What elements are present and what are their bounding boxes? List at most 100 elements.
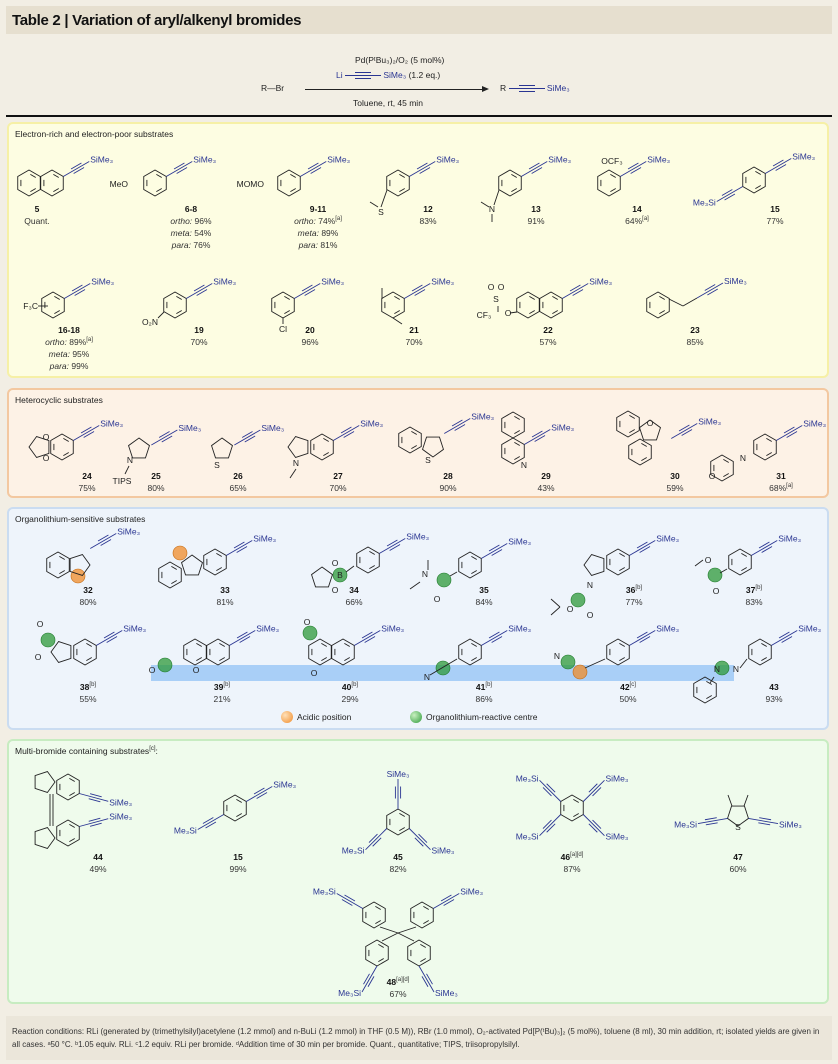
substituent-label: N [489,204,495,214]
double-bond [629,429,635,433]
compound-32: 32 80% [79,584,96,608]
compound-number: 20 [305,325,315,335]
compound-number: 5 [34,204,40,214]
trimethylsilyl-label: SiMe₃ [508,624,531,634]
alkyne-bond [451,419,463,427]
structure-26: SiMe₃ S [211,423,284,470]
alkyne-bond [202,817,214,824]
substituent-label: OCF₃ [601,156,622,166]
five-membered-ring [727,805,749,827]
scheme-product: R SiMe₃ [500,83,570,93]
reactive-centre-marker [570,592,586,608]
reaction-arrow [305,86,489,92]
structure-31: SiMe₃ N O [709,419,826,482]
substituent-label: O [332,585,339,595]
compound-number: 38[b] [79,682,97,692]
compound-41: 41[b] 86% [475,681,492,705]
double-bond [641,457,647,461]
yield: 82% [389,864,407,874]
substituent-label: S [214,460,220,470]
trimethylsilyl-label: SiMe₃ [779,820,802,830]
double-bond [54,310,60,314]
compound-number: 32 [83,585,93,595]
alkyne-bond [481,630,508,646]
alkyne-bond [361,965,378,993]
alkyne-bond [440,894,452,902]
alkyne-bond [528,162,540,170]
trimethylsilyl-label: SiMe₃ [178,423,201,433]
double-bond [323,452,329,456]
trimethylsilyl-label: SiMe₃ [724,276,747,286]
substituent-label: O [713,586,720,596]
bond [709,676,715,684]
alkyne-bond [639,546,651,553]
compound-45: 45 82% [389,851,406,875]
trimethylsilyl-label: Me₃Si [342,846,365,856]
section-title: Electron-rich and electron-poor substrat… [15,129,174,139]
bond [289,468,297,479]
alkyne-bond [592,819,602,829]
double-bond [420,944,426,948]
double-bond [53,174,59,178]
double-bond [59,556,65,560]
bond [509,311,518,314]
structure-33: SiMe₃ [158,534,276,589]
alkyne-bond [186,283,213,299]
compound-9-11: 9-11 ortho: 74%[a] meta: 89% para: 81% [294,203,342,251]
double-bond [176,296,182,300]
double-bond [236,813,242,817]
bond [584,658,606,669]
double-bond [741,567,747,571]
alkyne-bond [620,161,647,177]
substituent-label: O [311,668,318,678]
compound-35: 35 84% [475,584,492,608]
substituent-label: MOMO [237,179,265,189]
alkyne-bond [408,828,431,851]
alkyne-bond [97,534,109,542]
double-bond [394,310,400,314]
substituent-label: CF₃ [477,310,492,320]
double-bond [610,188,616,192]
substituent-label: O [567,604,574,614]
alkyne-bond [542,819,552,829]
alkyne-bond [748,817,779,825]
trimethylsilyl-label: SiMe₃ [803,419,826,429]
alkyne-bond [301,284,313,292]
yield: 77% [766,216,784,226]
compound-number: 16-18 [58,325,80,335]
substituent-label: O₂N [142,317,158,327]
alkyne-bond [83,431,95,438]
alkyne-bond [627,162,639,170]
structure-16-18: SiMe₃ F₃C [23,277,114,319]
alkyne-bond [294,283,321,299]
compound-number: 42[c] [620,682,636,692]
trimethylsilyl-label: SiMe₃ [508,537,531,547]
yield: 43% [537,483,555,493]
trimethylsilyl-label: SiMe₃ [551,423,574,433]
compound-29: 29 43% [537,470,554,494]
compound-15: 15 99% [229,851,246,875]
yield: ortho: 74%[a] [294,216,342,226]
alkyne-bond [80,426,92,434]
compound-15: 15 77% [766,203,783,227]
compound-number: 33 [220,585,230,595]
five-membered-ring [287,436,309,458]
structure-13: SiMe₃ N [480,155,571,222]
alkyne-bond [481,543,508,559]
alkyne-bond [244,435,256,443]
trimethylsilyl-label: SiMe₃ [109,797,132,807]
substituent-label: O [332,558,339,568]
alkyne-bond [63,161,90,177]
substituent-label: N [554,651,560,661]
alkyne-bond [236,546,248,553]
alkyne-bond [106,636,118,643]
double-bond [552,310,558,314]
double-bond [378,944,384,948]
trimethylsilyl-label: SiMe₃ [435,988,458,998]
alkyne-bond-icon [345,72,381,80]
bond [429,658,458,676]
five-membered-ring [422,436,444,458]
alkyne-bond [707,288,719,296]
yield: para: 76% [171,240,211,250]
double-bond [394,296,400,300]
